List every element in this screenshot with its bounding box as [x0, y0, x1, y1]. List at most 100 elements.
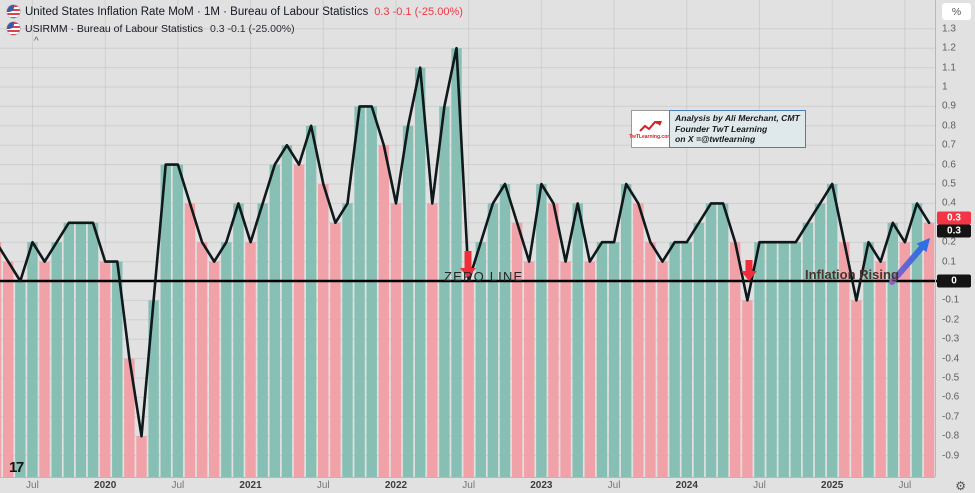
- month-column[interactable]: [536, 184, 547, 477]
- x-axis-label: Jul: [26, 480, 39, 491]
- month-column[interactable]: [451, 48, 462, 477]
- month-column[interactable]: [87, 222, 99, 477]
- collapse-caret-icon[interactable]: ^: [34, 36, 39, 47]
- month-column[interactable]: [390, 203, 402, 477]
- month-column[interactable]: [402, 125, 414, 478]
- month-column[interactable]: [669, 242, 680, 477]
- time-axis[interactable]: Jul 2020 Jul 2021 Jul 2022 Jul 2023 Jul 2024 Jul 20…: [0, 477, 935, 493]
- month-column[interactable]: [693, 222, 705, 477]
- y-axis-tick: 0.6: [942, 159, 956, 171]
- analysis-note: Analysis by Ali Merchant, CMT Founder Tw…: [669, 110, 806, 148]
- legend-indicator-row[interactable]: USIRMM · Bureau of Labour Statistics 0.3…: [7, 21, 463, 36]
- month-column[interactable]: [281, 145, 293, 477]
- month-column[interactable]: [75, 222, 87, 477]
- zero-line-label: ZERO LINE: [444, 269, 524, 284]
- month-column[interactable]: [584, 261, 596, 477]
- tradingview-logo-icon[interactable]: 17: [9, 459, 24, 476]
- month-column[interactable]: [3, 261, 14, 477]
- month-column[interactable]: [15, 281, 26, 477]
- month-column[interactable]: [427, 203, 438, 477]
- month-column[interactable]: [778, 242, 789, 477]
- month-column[interactable]: [620, 184, 632, 477]
- month-column[interactable]: [136, 436, 147, 477]
- month-column[interactable]: [608, 242, 620, 477]
- chart-title: United States Inflation Rate MoM · 1M · …: [25, 5, 369, 18]
- month-column[interactable]: [475, 242, 486, 477]
- month-column[interactable]: [51, 242, 62, 477]
- month-column[interactable]: [596, 242, 608, 477]
- month-column[interactable]: [184, 203, 196, 477]
- month-column[interactable]: [463, 281, 474, 477]
- price-axis[interactable]: 1.3 1.2 1.1 1 0.9 0.8 0.7 0.6 0.5 0.4 0.2 0.1 -0.1 -0…: [935, 0, 975, 477]
- month-column[interactable]: [378, 145, 390, 477]
- month-column[interactable]: [63, 222, 75, 477]
- month-column[interactable]: [196, 242, 208, 477]
- month-column[interactable]: [0, 242, 2, 477]
- month-column[interactable]: [851, 300, 862, 477]
- month-column[interactable]: [439, 106, 450, 478]
- y-axis-tick: -0.1: [942, 294, 960, 306]
- month-column[interactable]: [730, 242, 741, 477]
- month-column[interactable]: [511, 222, 523, 477]
- month-column[interactable]: [233, 203, 244, 477]
- month-column[interactable]: [524, 261, 535, 477]
- month-column[interactable]: [887, 222, 898, 477]
- month-column[interactable]: [911, 203, 923, 477]
- month-column[interactable]: [209, 261, 220, 477]
- month-column[interactable]: [354, 106, 365, 478]
- month-column[interactable]: [366, 106, 377, 478]
- settings-gear-icon[interactable]: ⚙: [955, 479, 966, 493]
- month-column[interactable]: [257, 203, 268, 477]
- month-column[interactable]: [342, 203, 353, 477]
- percent-scale-button[interactable]: %: [942, 3, 971, 20]
- inflation-line-series[interactable]: [0, 46, 931, 438]
- month-column[interactable]: [245, 242, 256, 477]
- month-column[interactable]: [826, 184, 838, 477]
- month-column[interactable]: [839, 242, 850, 477]
- month-column[interactable]: [705, 203, 717, 477]
- month-column[interactable]: [717, 203, 729, 477]
- month-column[interactable]: [645, 242, 656, 477]
- month-column[interactable]: [269, 164, 280, 477]
- x-axis-label: 2023: [530, 480, 553, 491]
- month-column[interactable]: [99, 261, 111, 477]
- month-column[interactable]: [112, 261, 123, 477]
- red-down-arrow: [464, 251, 472, 269]
- month-column[interactable]: [899, 242, 911, 477]
- month-column[interactable]: [742, 300, 753, 477]
- month-column[interactable]: [814, 203, 826, 477]
- month-column[interactable]: [487, 203, 499, 477]
- month-column[interactable]: [548, 203, 559, 477]
- month-column[interactable]: [293, 164, 305, 477]
- month-column[interactable]: [318, 184, 329, 477]
- month-column[interactable]: [499, 184, 511, 477]
- month-column[interactable]: [863, 242, 874, 477]
- month-column[interactable]: [148, 300, 159, 477]
- month-column[interactable]: [802, 222, 814, 477]
- x-axis-label: 2024: [675, 480, 698, 491]
- month-column[interactable]: [560, 261, 571, 477]
- month-column[interactable]: [39, 261, 50, 477]
- y-axis-tick: 0.7: [942, 139, 956, 151]
- month-column[interactable]: [160, 164, 171, 477]
- month-column[interactable]: [330, 222, 341, 477]
- month-column[interactable]: [172, 164, 184, 477]
- y-axis-tick: -0.7: [942, 411, 960, 423]
- month-column[interactable]: [754, 242, 765, 477]
- month-column[interactable]: [875, 261, 886, 477]
- month-column[interactable]: [414, 67, 426, 477]
- month-column[interactable]: [572, 203, 583, 477]
- month-column[interactable]: [657, 261, 668, 477]
- x-axis-label: Jul: [171, 480, 185, 491]
- month-column[interactable]: [305, 125, 317, 478]
- month-column[interactable]: [633, 203, 644, 477]
- month-column[interactable]: [124, 358, 135, 477]
- month-column[interactable]: [221, 242, 232, 477]
- month-column[interactable]: [923, 222, 935, 477]
- month-column[interactable]: [790, 242, 802, 477]
- month-column[interactable]: [766, 242, 777, 477]
- legend-main-row[interactable]: United States Inflation Rate MoM · 1M · …: [7, 4, 463, 19]
- month-column[interactable]: [27, 242, 38, 477]
- month-column[interactable]: [681, 242, 692, 477]
